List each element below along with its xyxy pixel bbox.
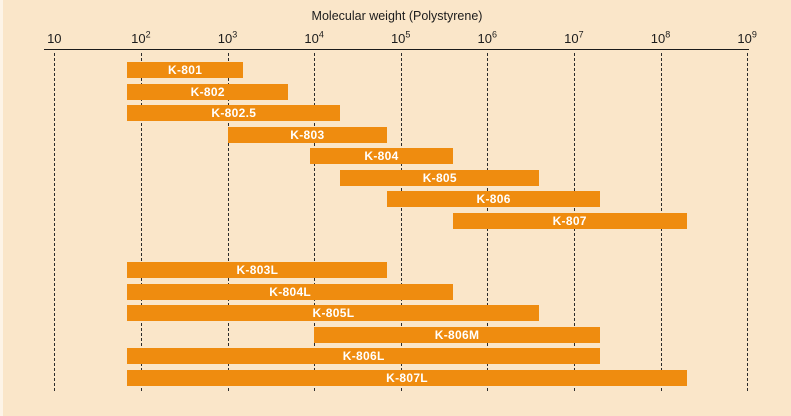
range-bar-k-802.5: K-802.5: [127, 105, 341, 122]
bar-label: K-805: [422, 170, 457, 185]
range-bar-k-805l: K-805L: [127, 305, 540, 322]
bar-label: K-807L: [386, 370, 428, 385]
range-bar-k-804: K-804: [310, 148, 453, 165]
bar-label: K-802: [190, 84, 225, 99]
axis-tick-label: 105: [390, 29, 411, 46]
range-bar-k-807l: K-807L: [127, 369, 687, 386]
x-axis-line: [44, 49, 749, 50]
gridline: [400, 53, 402, 391]
axis-tick-label: 102: [131, 29, 151, 46]
bar-label: K-801: [168, 63, 203, 77]
range-bar-k-801: K-801: [127, 62, 243, 78]
gridline: [747, 53, 749, 391]
bar-label: K-804: [364, 149, 399, 164]
axis-tick-label: 106: [477, 29, 498, 46]
bar-label: K-804L: [269, 284, 312, 299]
bar-label: K-803: [290, 127, 325, 142]
gridline: [54, 53, 56, 391]
axis-tick-label: 104: [304, 29, 324, 46]
bar-label: K-806L: [342, 349, 385, 364]
bar-label: K-805L: [312, 306, 355, 321]
axis-tick-label: 108: [650, 29, 671, 46]
bar-label: K-806: [476, 192, 511, 207]
range-bar-k-804l: K-804L: [127, 283, 453, 300]
range-bar-k-802: K-802: [127, 83, 289, 100]
bar-label: K-803L: [236, 263, 279, 277]
range-bar-k-806: K-806: [387, 191, 600, 208]
range-bar-k-806m: K-806M: [314, 326, 600, 343]
axis-title: Molecular weight (Polystyrene): [311, 9, 483, 23]
bar-label: K-807: [552, 213, 587, 228]
axis-tick-label: 103: [217, 29, 238, 46]
range-bar-k-806l: K-806L: [127, 348, 600, 365]
range-bar-k-803: K-803: [227, 126, 388, 143]
axis-tick-label: 10: [47, 31, 62, 46]
axis-tick-label: 109: [737, 29, 757, 46]
range-bar-k-807: K-807: [452, 212, 687, 229]
range-bar-k-805: K-805: [340, 169, 540, 186]
gridline: [314, 53, 316, 391]
gridline: [140, 53, 142, 391]
bar-label: K-806M: [434, 327, 480, 342]
axis-tick-label: 107: [564, 29, 584, 46]
bar-label: K-802.5: [211, 106, 257, 121]
range-bar-k-803l: K-803L: [127, 262, 388, 278]
gridline: [227, 53, 229, 391]
